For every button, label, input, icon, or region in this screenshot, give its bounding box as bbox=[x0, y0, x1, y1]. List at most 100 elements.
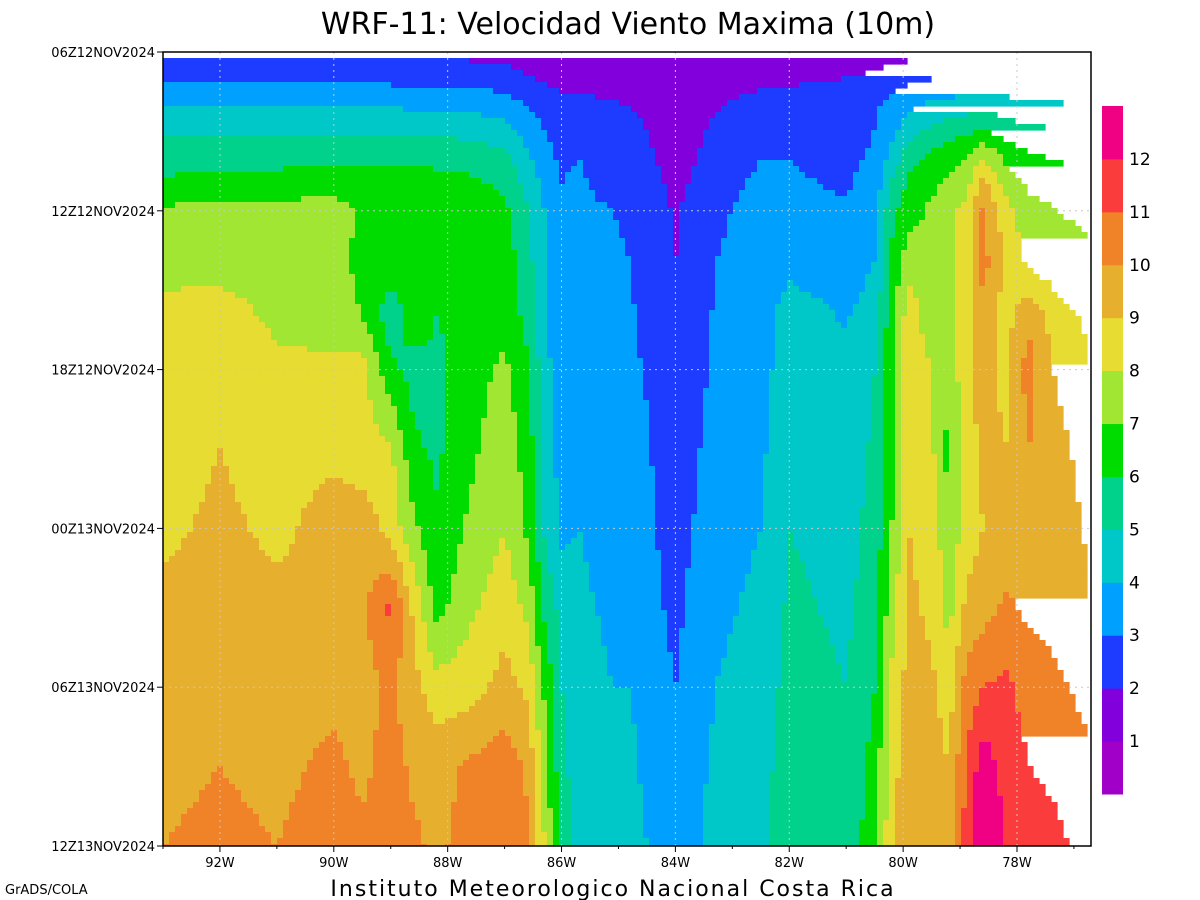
heatmap-cell bbox=[355, 274, 518, 281]
heatmap-cell bbox=[895, 322, 902, 329]
heatmap-cell bbox=[1009, 406, 1028, 413]
heatmap-cell bbox=[907, 562, 914, 569]
heatmap-cell bbox=[769, 388, 872, 395]
heatmap-cell bbox=[643, 376, 710, 383]
heatmap-cell bbox=[637, 352, 710, 359]
heatmap-cell bbox=[1003, 814, 1058, 821]
heatmap-cell bbox=[1033, 424, 1064, 431]
heatmap-cell bbox=[529, 238, 548, 245]
heatmap-cell bbox=[421, 676, 494, 683]
heatmap-cell bbox=[901, 346, 926, 353]
heatmap-cell bbox=[949, 712, 962, 719]
heatmap-cell bbox=[865, 796, 878, 803]
heatmap-cell bbox=[715, 292, 782, 299]
heatmap-cell bbox=[979, 532, 1082, 539]
heatmap-cell bbox=[769, 814, 866, 821]
heatmap-cell bbox=[607, 664, 674, 671]
heatmap-cell bbox=[163, 790, 200, 797]
heatmap-cell bbox=[403, 598, 410, 605]
heatmap-cell bbox=[973, 352, 998, 359]
heatmap-cell bbox=[709, 346, 776, 353]
heatmap-cell bbox=[865, 766, 878, 773]
heatmap-cell bbox=[865, 748, 878, 755]
heatmap-cell bbox=[907, 568, 914, 575]
heatmap-cell bbox=[943, 556, 956, 563]
heatmap-cell bbox=[529, 730, 542, 737]
heatmap-cell bbox=[529, 220, 548, 227]
heatmap-cell bbox=[889, 262, 902, 269]
heatmap-cell bbox=[1033, 400, 1058, 407]
heatmap-cell bbox=[541, 784, 548, 791]
heatmap-cell bbox=[1003, 796, 1052, 803]
heatmap-cell bbox=[973, 310, 998, 317]
heatmap-cell bbox=[679, 202, 734, 209]
heatmap-cell bbox=[439, 460, 476, 467]
heatmap-cell bbox=[415, 802, 452, 809]
heatmap-cell bbox=[889, 778, 896, 785]
heatmap-cell bbox=[709, 766, 776, 773]
heatmap-cell bbox=[415, 424, 446, 431]
heatmap-cell bbox=[433, 328, 440, 335]
heatmap-cell bbox=[853, 598, 878, 605]
heatmap-cell bbox=[397, 700, 428, 707]
colorbar-label: 1 bbox=[1129, 732, 1140, 752]
heatmap-cell bbox=[529, 820, 536, 827]
heatmap-cell bbox=[901, 370, 932, 377]
heatmap-cell bbox=[163, 298, 248, 305]
heatmap-cell bbox=[859, 568, 878, 575]
heatmap-cell bbox=[631, 262, 716, 269]
heatmap-cell bbox=[1033, 418, 1064, 425]
heatmap-cell bbox=[889, 700, 902, 707]
heatmap-cell bbox=[877, 658, 884, 665]
heatmap-cell bbox=[1003, 802, 1058, 809]
heatmap-cell bbox=[1021, 730, 1088, 737]
heatmap-cell bbox=[877, 652, 884, 659]
heatmap-cell bbox=[541, 196, 596, 203]
heatmap-cell bbox=[901, 526, 938, 533]
heatmap-cell bbox=[895, 214, 926, 221]
heatmap-cell bbox=[943, 178, 974, 185]
heatmap-cell bbox=[595, 94, 740, 101]
heatmap-cell bbox=[703, 400, 770, 407]
heatmap-cell bbox=[1003, 424, 1010, 431]
heatmap-cell bbox=[955, 592, 968, 599]
heatmap-cell bbox=[931, 388, 962, 395]
heatmap-cell bbox=[931, 430, 944, 437]
heatmap-cell bbox=[883, 412, 896, 419]
heatmap-cell bbox=[727, 226, 878, 233]
heatmap-cell bbox=[277, 340, 374, 347]
heatmap-cell bbox=[931, 418, 962, 425]
heatmap-cell bbox=[931, 412, 962, 419]
heatmap-cell bbox=[877, 334, 884, 341]
heatmap-cell bbox=[1051, 346, 1088, 353]
heatmap-cell bbox=[313, 496, 368, 503]
heatmap-cell bbox=[895, 490, 902, 497]
heatmap-field bbox=[163, 58, 1088, 846]
heatmap-cell bbox=[523, 610, 536, 617]
heatmap-cell bbox=[709, 736, 776, 743]
heatmap-cell bbox=[217, 460, 224, 467]
heatmap-cell bbox=[781, 622, 824, 629]
heatmap-cell bbox=[997, 400, 1010, 407]
heatmap-cell bbox=[409, 382, 446, 389]
heatmap-cell bbox=[373, 406, 398, 413]
heatmap-cell bbox=[163, 58, 470, 65]
heatmap-cell bbox=[553, 598, 596, 605]
heatmap-cell bbox=[313, 754, 344, 761]
heatmap-cell bbox=[553, 826, 560, 833]
heatmap-cell bbox=[529, 652, 542, 659]
heatmap-cell bbox=[307, 760, 350, 767]
heatmap-cell bbox=[1009, 340, 1028, 347]
heatmap-cell bbox=[421, 538, 464, 545]
heatmap-cell bbox=[703, 802, 770, 809]
heatmap-cell bbox=[397, 496, 410, 503]
heatmap-cell bbox=[547, 706, 554, 713]
heatmap-cell bbox=[673, 232, 680, 239]
heatmap-cell bbox=[865, 154, 890, 161]
heatmap-cell bbox=[163, 730, 332, 737]
heatmap-cell bbox=[547, 622, 560, 629]
heatmap-cell bbox=[943, 748, 950, 755]
heatmap-cell bbox=[937, 502, 962, 509]
heatmap-cell bbox=[895, 460, 902, 467]
heatmap-cell bbox=[973, 328, 998, 335]
